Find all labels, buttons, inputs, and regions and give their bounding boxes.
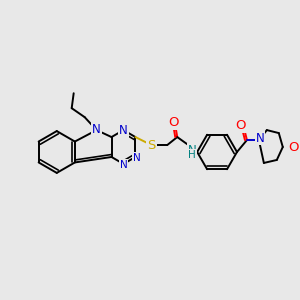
Text: O: O	[168, 116, 178, 129]
Text: N: N	[119, 124, 128, 136]
Text: N: N	[188, 143, 197, 157]
Text: S: S	[147, 139, 155, 152]
Text: N: N	[133, 153, 140, 163]
Text: N: N	[120, 160, 127, 170]
Text: N: N	[256, 132, 264, 145]
Text: O: O	[288, 140, 298, 154]
Text: H: H	[188, 150, 196, 160]
Text: N: N	[92, 123, 101, 136]
Text: O: O	[236, 118, 246, 132]
